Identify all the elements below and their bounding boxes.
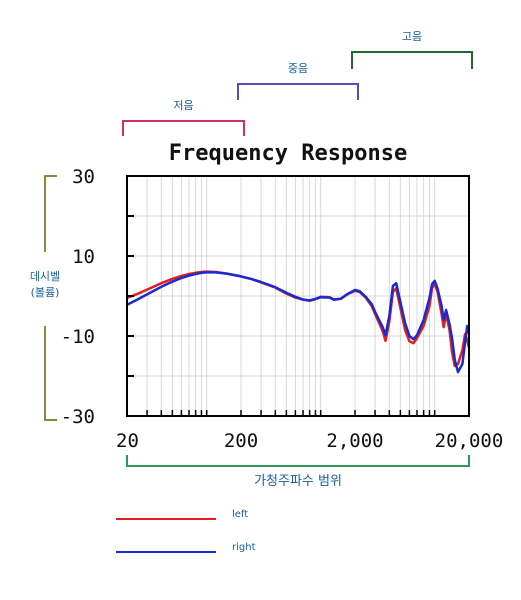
legend-label: right [232,542,256,553]
data-series [126,270,471,374]
band-label: 중음 [288,62,308,75]
legend-label: left [232,509,248,520]
grid-lines [127,176,469,416]
x-axis-bracket [126,455,470,467]
band-bracket [237,83,359,100]
y-axis-label-line2: (볼륨) [31,286,60,299]
y-axis-bracket [44,175,57,421]
x-axis-label: 가청주파수 범위 [254,474,342,489]
legend: left right [116,509,256,553]
x-tick-label: 20 [116,430,139,452]
band-label: 저음 [173,99,193,112]
y-axis-label-line1: 데시벨 [30,270,60,283]
axis-ticks [127,175,436,417]
y-tick-label: 30 [72,166,95,188]
chart-title: Frequency Response [169,141,407,166]
frequency-bands: 저음 중음 고음 [122,30,473,136]
band-bracket [351,51,473,69]
band-bracket [122,120,245,136]
y-tick-labels: 30 10 -10 -30 [61,166,95,428]
x-tick-label: 200 [224,430,258,452]
x-tick-labels: 20 200 2,000 20,000 [116,430,503,452]
x-tick-label: 2,000 [326,430,383,452]
x-tick-label: 20,000 [435,430,504,452]
band-label: 고음 [402,30,422,43]
y-tick-label: -10 [61,326,95,348]
y-tick-label: 10 [72,246,95,268]
y-tick-label: -30 [61,406,95,428]
series-line-right [126,271,471,374]
series-line-left [126,270,471,368]
